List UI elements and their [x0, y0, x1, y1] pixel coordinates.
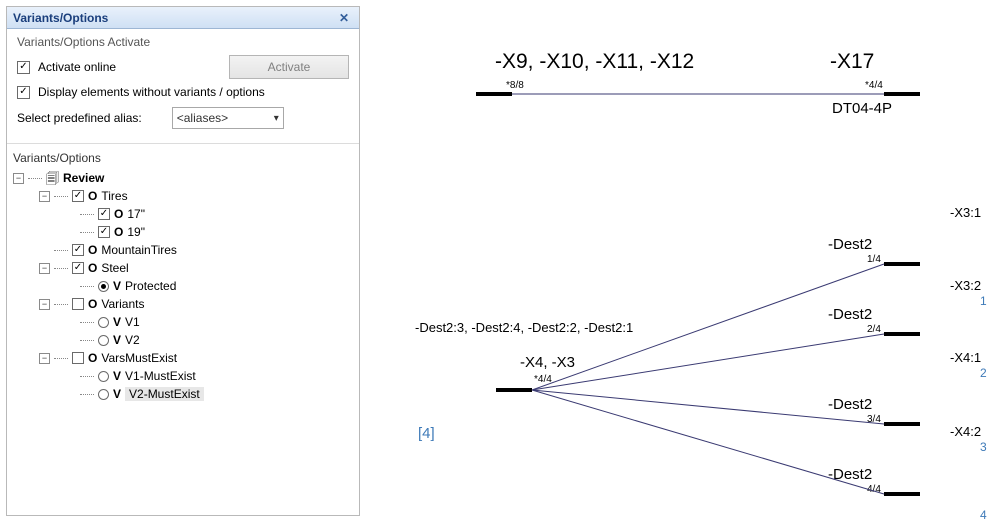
- protected-radio[interactable]: [98, 281, 109, 292]
- tree-item-variants[interactable]: Variants: [101, 297, 144, 311]
- tree-toggle[interactable]: −: [39, 263, 50, 274]
- v2-radio[interactable]: [98, 335, 109, 346]
- option-marker-icon: O: [88, 261, 97, 275]
- tree-toggle[interactable]: −: [39, 191, 50, 202]
- v1must-radio[interactable]: [98, 371, 109, 382]
- variant-marker-icon: V: [113, 315, 121, 329]
- tree-item-varsmust[interactable]: VarsMustExist: [101, 351, 177, 365]
- steel-checkbox[interactable]: [72, 262, 84, 274]
- tree-toggle[interactable]: −: [39, 353, 50, 364]
- variant-marker-icon: V: [113, 333, 121, 347]
- activate-online-label: Activate online: [38, 60, 116, 74]
- activate-section-head: Variants/Options Activate: [17, 35, 349, 49]
- tires-checkbox[interactable]: [72, 190, 84, 202]
- display-elements-label: Display elements without variants / opti…: [38, 85, 265, 99]
- v1-radio[interactable]: [98, 317, 109, 328]
- option-marker-icon: O: [114, 225, 123, 239]
- t19-checkbox[interactable]: [98, 226, 110, 238]
- display-elements-checkbox[interactable]: [17, 86, 30, 99]
- alias-value: <aliases>: [177, 111, 228, 125]
- activate-button[interactable]: Activate: [229, 55, 349, 79]
- variants-tree: − 🗐 Review − O Tires: [13, 169, 353, 403]
- tree-item-v2must[interactable]: V2-MustExist: [125, 387, 204, 401]
- t17-checkbox[interactable]: [98, 208, 110, 220]
- tree-item-mountain[interactable]: MountainTires: [101, 243, 177, 257]
- close-icon[interactable]: ✕: [335, 11, 353, 25]
- option-marker-icon: O: [114, 207, 123, 221]
- option-marker-icon: O: [88, 351, 97, 365]
- variant-marker-icon: V: [113, 369, 121, 383]
- tree-item-19[interactable]: 19": [127, 225, 145, 239]
- tree-toggle[interactable]: −: [13, 173, 24, 184]
- mountain-checkbox[interactable]: [72, 244, 84, 256]
- documents-icon: 🗐: [46, 172, 59, 185]
- option-marker-icon: O: [88, 243, 97, 257]
- tree-item-v1[interactable]: V1: [125, 315, 140, 329]
- varsmust-checkbox[interactable]: [72, 352, 84, 364]
- tree-item-v2[interactable]: V2: [125, 333, 140, 347]
- tree-item-v1must[interactable]: V1-MustExist: [125, 369, 196, 383]
- alias-label: Select predefined alias:: [17, 111, 142, 125]
- option-marker-icon: O: [88, 189, 97, 203]
- variants-options-panel: Variants/Options ✕ Variants/Options Acti…: [6, 6, 360, 516]
- variant-marker-icon: V: [113, 387, 121, 401]
- tree-head: Variants/Options: [13, 151, 353, 165]
- alias-select[interactable]: <aliases> ▾: [172, 107, 284, 129]
- tree-item-tires[interactable]: Tires: [101, 189, 127, 203]
- tree-item-review[interactable]: Review: [63, 171, 104, 185]
- v2must-radio[interactable]: [98, 389, 109, 400]
- tree-item-17[interactable]: 17": [127, 207, 145, 221]
- activate-online-checkbox[interactable]: [17, 61, 30, 74]
- tree-item-protected[interactable]: Protected: [125, 279, 176, 293]
- chevron-down-icon: ▾: [274, 113, 279, 124]
- schematic-diagram: -X9, -X10, -X11, -X12 *8/8 -X17 *4/4 DT0…: [380, 0, 1000, 532]
- panel-titlebar[interactable]: Variants/Options ✕: [7, 7, 359, 29]
- tree-item-steel[interactable]: Steel: [101, 261, 128, 275]
- schematic-lines: [380, 0, 1000, 532]
- variants-checkbox[interactable]: [72, 298, 84, 310]
- tree-toggle[interactable]: −: [39, 299, 50, 310]
- option-marker-icon: O: [88, 297, 97, 311]
- variant-marker-icon: V: [113, 279, 121, 293]
- panel-title: Variants/Options: [13, 11, 108, 25]
